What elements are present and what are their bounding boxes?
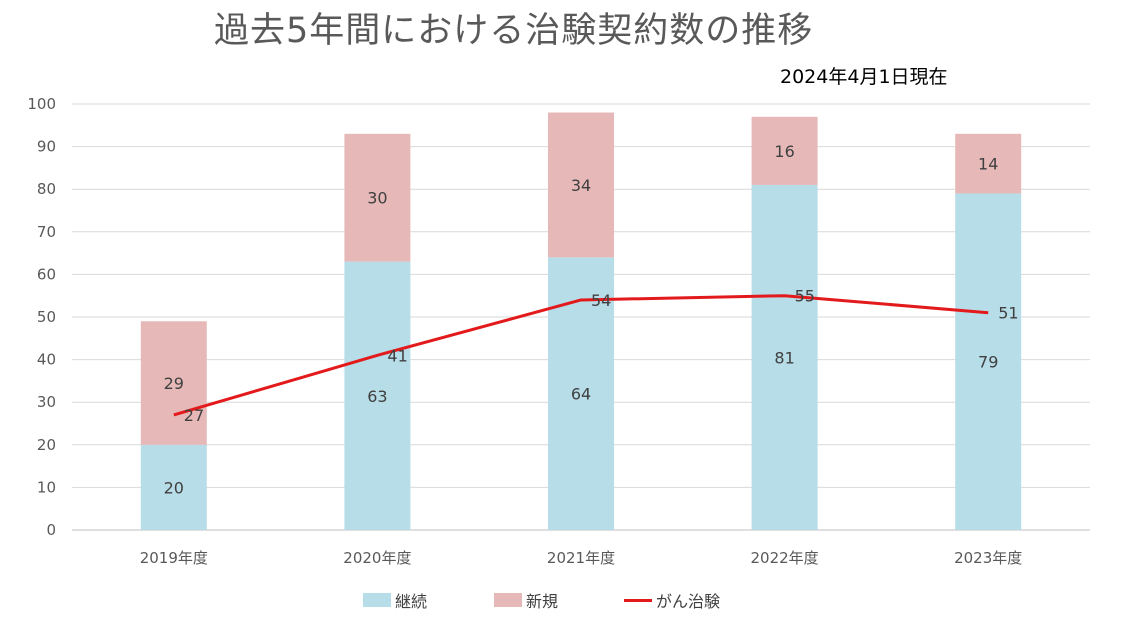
data-label-new: 29 bbox=[164, 374, 184, 393]
y-tick-label: 100 bbox=[27, 95, 56, 113]
y-tick-label: 40 bbox=[37, 351, 56, 369]
bar-new bbox=[955, 133, 1022, 194]
bar-new bbox=[140, 321, 207, 445]
legend-swatch-continuing bbox=[363, 593, 391, 607]
data-label-cancer-trials: 41 bbox=[387, 346, 407, 365]
x-tick-label: 2023年度 bbox=[954, 549, 1022, 567]
y-tick-label: 0 bbox=[46, 521, 56, 539]
bar-new bbox=[344, 133, 411, 262]
data-label-new: 14 bbox=[978, 155, 998, 174]
x-tick-label: 2019年度 bbox=[140, 549, 208, 567]
bar-continuing bbox=[955, 193, 1022, 530]
data-label-continuing: 63 bbox=[367, 387, 387, 406]
bar-continuing bbox=[344, 261, 411, 530]
x-tick-label: 2020年度 bbox=[343, 549, 411, 567]
legend-line-cancer-trials bbox=[624, 598, 652, 602]
data-label-cancer-trials: 55 bbox=[795, 287, 815, 306]
data-label-cancer-trials: 51 bbox=[998, 304, 1018, 323]
y-tick-label: 10 bbox=[37, 478, 56, 496]
y-tick-label: 50 bbox=[37, 308, 56, 326]
y-tick-label: 20 bbox=[37, 436, 56, 454]
bar-continuing bbox=[751, 184, 818, 530]
legend: 継続 新規 がん治験 bbox=[0, 588, 1125, 612]
y-tick-label: 90 bbox=[37, 138, 56, 156]
legend-item-new: 新規 bbox=[494, 588, 558, 612]
y-tick-label: 70 bbox=[37, 223, 56, 241]
data-label-continuing: 20 bbox=[164, 478, 184, 497]
legend-label-cancer-trials: がん治験 bbox=[656, 592, 721, 611]
x-axis-ticks: 2019年度 2020年度 2021年度 2022年度 2023年度 bbox=[140, 549, 1023, 567]
data-label-new: 16 bbox=[774, 142, 794, 161]
data-label-new: 34 bbox=[571, 176, 591, 195]
x-tick-label: 2021年度 bbox=[547, 549, 615, 567]
x-tick-label: 2022年度 bbox=[751, 549, 819, 567]
y-tick-label: 30 bbox=[37, 393, 56, 411]
data-label-cancer-trials: 27 bbox=[184, 406, 204, 425]
y-axis-ticks: 0 10 20 30 40 50 60 70 80 90 100 bbox=[27, 95, 56, 539]
chart-title: 過去5年間における治験契約数の推移 bbox=[214, 11, 814, 51]
data-label-continuing: 79 bbox=[978, 353, 998, 372]
legend-item-cancer-trials: がん治験 bbox=[624, 588, 720, 612]
data-label-cancer-trials: 54 bbox=[591, 291, 611, 310]
legend-item-continuing: 継続 bbox=[363, 588, 427, 612]
bars bbox=[140, 112, 1022, 530]
bar-new bbox=[548, 112, 614, 258]
bar-new bbox=[751, 116, 818, 185]
legend-label-continuing: 継続 bbox=[395, 592, 428, 611]
legend-label-new: 新規 bbox=[526, 592, 559, 611]
bar-continuing bbox=[140, 444, 207, 530]
bar-continuing bbox=[548, 257, 614, 530]
data-labels: 20 29 63 30 64 34 81 16 79 14 27 41 54 55 51 bbox=[164, 142, 1019, 498]
line-cancer-trials bbox=[173, 294, 989, 417]
data-label-new: 30 bbox=[367, 189, 387, 208]
data-label-continuing: 64 bbox=[571, 385, 591, 404]
data-label-continuing: 81 bbox=[774, 348, 794, 367]
y-tick-label: 80 bbox=[37, 180, 56, 198]
legend-swatch-new bbox=[494, 593, 522, 607]
y-tick-label: 60 bbox=[37, 265, 56, 283]
chart-subtitle: 2024年4月1日現在 bbox=[780, 66, 948, 88]
line-series bbox=[173, 294, 989, 417]
